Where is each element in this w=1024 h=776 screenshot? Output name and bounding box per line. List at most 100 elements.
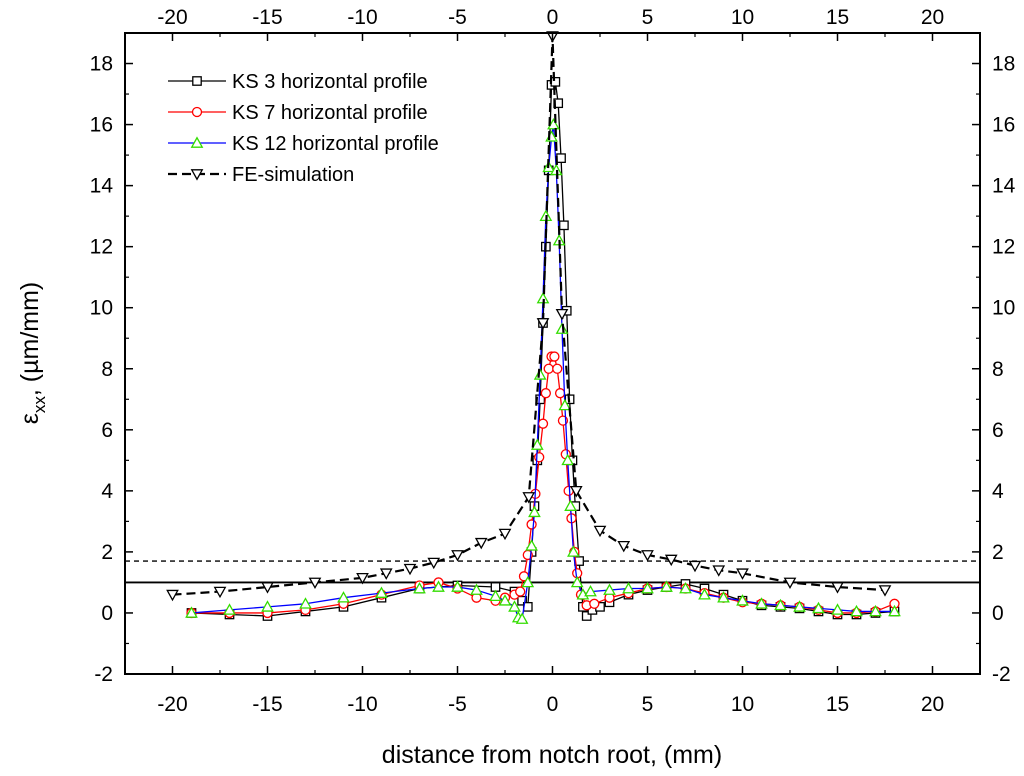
data-point <box>525 539 538 551</box>
data-point <box>261 600 274 612</box>
data-point <box>679 581 692 594</box>
data-point <box>812 601 825 614</box>
x-tick-label-top: -10 <box>347 6 377 29</box>
data-point <box>427 557 441 570</box>
data-point <box>498 594 512 606</box>
legend-item-ks-12-horizontal-profile: KS 12 horizontal profile <box>168 133 439 155</box>
data-point <box>413 581 426 594</box>
x-tick-label-top: 20 <box>921 6 944 29</box>
legend: KS 3 horizontal profile KS 7 horizontal p… <box>168 71 439 186</box>
data-point <box>589 598 600 609</box>
legend-item-ks-3-horizontal-profile: KS 3 horizontal profile <box>168 71 428 93</box>
data-point <box>547 117 560 130</box>
x-tick-label-top: -20 <box>157 6 187 29</box>
tick-labels: -20-20-15-15-10-10-5-50055101015152020-2… <box>90 6 1016 716</box>
y-tick-label-left: 2 <box>101 541 113 564</box>
data-point <box>561 453 575 466</box>
data-point <box>528 505 541 518</box>
data-point <box>878 585 892 597</box>
y-axis-title-main: ε <box>16 413 44 424</box>
data-point <box>564 499 577 511</box>
x-tick-label-top: 10 <box>731 6 754 29</box>
data-point <box>641 581 654 594</box>
data-point <box>549 351 560 362</box>
legend-item-ks-7-horizontal-profile: KS 7 horizontal profile <box>168 102 428 124</box>
y-tick-label-right: 8 <box>992 358 1004 381</box>
x-tick-label-bottom: 0 <box>547 693 559 716</box>
data-point <box>783 577 797 590</box>
data-point <box>712 565 726 577</box>
data-point <box>530 438 544 450</box>
data-point <box>558 398 572 411</box>
data-point <box>555 308 569 321</box>
y-tick-label-right: 6 <box>992 419 1004 442</box>
y-tick-label-left: -2 <box>94 663 113 686</box>
data-point <box>537 418 549 429</box>
x-tick-label-top: -5 <box>448 6 467 29</box>
y-tick-label-left: 16 <box>90 114 113 137</box>
x-tick-label-bottom: -5 <box>448 693 467 716</box>
series-fe-simulation <box>166 31 892 602</box>
data-point <box>451 550 464 562</box>
y-tick-label-left: 6 <box>101 419 113 442</box>
data-point <box>432 580 445 592</box>
data-point <box>559 220 569 231</box>
series-layer <box>166 31 901 624</box>
data-point <box>617 540 631 553</box>
data-point <box>831 582 844 594</box>
y-tick-label-left: 10 <box>90 297 113 320</box>
x-tick-label-bottom: -10 <box>347 693 377 716</box>
y-tick-label-right: 10 <box>992 297 1015 320</box>
y-tick-label-right: -2 <box>992 663 1011 686</box>
x-tick-label-bottom: -20 <box>157 693 187 716</box>
data-point <box>543 363 554 374</box>
data-point <box>526 519 537 530</box>
data-point <box>569 486 583 498</box>
y-tick-label-right: 4 <box>992 480 1004 503</box>
data-point <box>622 581 635 594</box>
legend-marker <box>191 106 203 118</box>
y-tick-label-left: 4 <box>101 480 113 503</box>
y-axis-title-rest: , (µm/mm) <box>16 282 44 396</box>
data-point <box>521 575 535 588</box>
y-tick-label-left: 14 <box>90 175 114 198</box>
data-point <box>515 612 529 624</box>
legend-label: FE-simulation <box>232 164 354 186</box>
data-point <box>736 568 749 580</box>
data-point <box>688 560 702 573</box>
data-point <box>337 591 350 603</box>
data-point <box>570 575 584 588</box>
data-point <box>261 582 274 594</box>
legend-marker <box>192 76 202 86</box>
y-tick-label-right: 18 <box>992 53 1015 76</box>
y-tick-label-right: 14 <box>992 175 1016 198</box>
y-tick-label-right: 2 <box>992 541 1004 564</box>
legend-item-fe-simulation: FE-simulation <box>168 164 354 186</box>
data-point <box>403 563 417 576</box>
data-point <box>552 363 563 374</box>
x-tick-label-top: 15 <box>826 6 849 29</box>
x-tick-label-top: 5 <box>642 6 654 29</box>
y-tick-label-right: 12 <box>992 236 1015 259</box>
data-point <box>213 586 227 599</box>
y-tick-label-left: 18 <box>90 53 113 76</box>
data-point <box>379 568 393 580</box>
y-tick-label-left: 0 <box>101 602 113 625</box>
data-point <box>498 528 512 541</box>
data-point <box>185 606 198 618</box>
data-point <box>736 594 749 606</box>
data-point <box>474 537 488 550</box>
y-tick-label-right: 0 <box>992 602 1004 625</box>
data-point <box>508 600 521 612</box>
x-axis-title: distance from notch root, (mm) <box>382 741 722 769</box>
data-point <box>755 597 768 609</box>
data-point <box>567 545 580 557</box>
data-point <box>888 604 901 617</box>
data-point <box>517 595 527 606</box>
x-tick-label-top: -15 <box>252 6 282 29</box>
series-ks-12-horizontal-profile <box>185 117 901 624</box>
data-point <box>375 586 388 598</box>
data-point <box>593 525 607 538</box>
data-point <box>774 598 787 611</box>
